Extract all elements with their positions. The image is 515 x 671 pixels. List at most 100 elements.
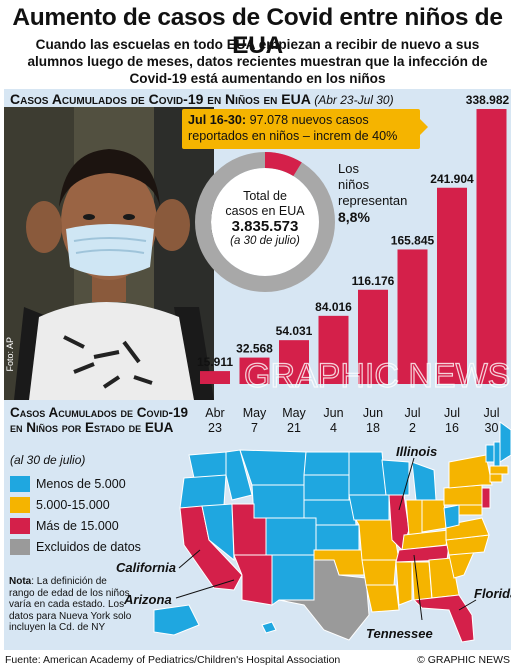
bar-value-label-7: 338.982 <box>466 93 510 107</box>
map-date: (al 30 de julio) <box>10 453 86 467</box>
page-subtitle: Cuando las escuelas en todo EUA empiezan… <box>27 37 488 86</box>
donut-line2: casos en EUA <box>225 204 305 218</box>
map-title: Casos Acumulados de Covid-19 en Niños po… <box>10 405 189 435</box>
bar-value-label-1: 32.568 <box>236 342 273 356</box>
kids-label-line3: representan <box>338 193 408 208</box>
callout-arrow <box>420 119 428 135</box>
legend-label-excluded: Excluidos de datos <box>36 539 141 554</box>
label-california: California <box>116 560 176 575</box>
legend-item-low: Menos de 5.000 <box>10 473 141 494</box>
bar-value-label-5: 165.845 <box>391 233 435 247</box>
state-iowa <box>348 494 390 521</box>
state-wyoming <box>251 484 305 519</box>
state-new-jersey <box>481 487 491 509</box>
footer: Fuente: American Academy of Pediatrics/C… <box>5 654 510 666</box>
donut-line1: Total de <box>243 189 287 203</box>
state-massachusetts <box>489 465 509 475</box>
label-florida: Florida <box>474 586 511 601</box>
state-vermont <box>485 444 495 463</box>
donut-chart: Total de casos en EUA 3.835.573 (a 30 de… <box>194 151 336 293</box>
legend-swatch-high <box>10 517 30 534</box>
legend-swatch-low <box>10 475 30 492</box>
label-illinois: Illinois <box>396 444 438 459</box>
kids-label-pct: 8,8% <box>338 209 370 225</box>
state-maine <box>499 421 511 463</box>
state-minnesota <box>348 451 387 496</box>
donut-hole <box>211 168 319 276</box>
state-connecticut <box>489 473 503 483</box>
bar-6 <box>437 187 467 384</box>
map-note: Nota: La definición de rango de edad de … <box>9 576 134 634</box>
bar-value-label-6: 241.904 <box>430 172 474 186</box>
state-washington <box>188 451 230 479</box>
state-indiana <box>405 499 423 536</box>
state-south-dakota <box>303 474 350 501</box>
bar-chart-panel: Casos Acumulados de Covid-19 en Niños en… <box>4 89 511 400</box>
state-idaho <box>225 449 253 501</box>
callout-bold: Jul 16-30: <box>188 113 247 127</box>
us-map <box>153 421 511 643</box>
legend-item-mid: 5.000-15.000 <box>10 494 141 515</box>
footer-source: Fuente: American Academy of Pediatrics/C… <box>5 654 341 666</box>
bar-2 <box>279 340 309 384</box>
note-bold: Nota <box>9 576 32 587</box>
state-maryland <box>458 504 483 516</box>
state-michigan <box>411 461 437 501</box>
legend-swatch-mid <box>10 496 30 513</box>
child-photo <box>4 107 214 400</box>
donut-total: 3.835.573 <box>231 218 299 235</box>
state-new-hampshire <box>493 441 501 467</box>
map-panel: Casos Acumulados de Covid-19 en Niños po… <box>4 400 511 650</box>
legend-label-low: Menos de 5.000 <box>36 476 126 491</box>
state-hawaii <box>261 621 277 634</box>
bar-value-label-3: 84.016 <box>315 300 352 314</box>
legend-swatch-excluded <box>10 538 30 555</box>
state-kansas <box>315 524 360 551</box>
state-colorado <box>265 517 317 556</box>
legend-label-mid: 5.000-15.000 <box>36 497 110 512</box>
state-louisiana <box>365 584 400 613</box>
bar-value-label-4: 116.176 <box>352 274 395 288</box>
state-ohio <box>421 499 447 533</box>
bar-7 <box>476 109 507 384</box>
label-arizona: Arizona <box>124 592 172 607</box>
kids-share-label: Los niños representan 8,8% <box>338 161 407 225</box>
page-title: Aumento de casos de Covid entre niños de… <box>12 4 503 59</box>
state-alabama <box>411 561 433 601</box>
state-arkansas <box>361 559 397 586</box>
donut-date: (a 30 de julio) <box>230 235 300 247</box>
state-new-mexico <box>271 554 315 606</box>
callout-text: 97.078 nuevos casos reportados en niños … <box>188 113 398 143</box>
kids-label-line2: niños <box>338 177 370 192</box>
callout-box: Jul 16-30: 97.078 nuevos casos reportado… <box>182 109 420 149</box>
state-alaska <box>153 604 200 636</box>
bar-section-title-text: Casos Acumulados de Covid-19 en Niños en… <box>10 91 311 107</box>
bar-value-label-2: 54.031 <box>276 324 313 338</box>
label-tennessee: Tennessee <box>366 626 433 641</box>
state-south-carolina <box>448 551 475 579</box>
bar-section-title: Casos Acumulados de Covid-19 en Niños en… <box>10 91 394 107</box>
legend-item-high: Más de 15.000 <box>10 515 141 536</box>
map-legend: Menos de 5.000 5.000-15.000 Más de 15.00… <box>10 473 141 557</box>
state-texas <box>278 559 370 641</box>
bar-value-label-0: 15.911 <box>197 355 233 369</box>
child-illustration <box>4 107 214 400</box>
donut-text: Total de casos en EUA 3.835.573 (a 30 de… <box>194 189 336 249</box>
note-text: : La definición de rango de edad de los … <box>9 576 132 634</box>
state-north-dakota <box>303 451 350 476</box>
donut-ring <box>195 152 335 292</box>
bar-3 <box>318 315 349 384</box>
state-wisconsin <box>381 459 410 496</box>
state-west-virginia <box>443 504 460 529</box>
footer-brand: © GRAPHIC NEWS <box>417 654 510 666</box>
state-florida <box>412 594 475 643</box>
bar-5 <box>397 249 428 384</box>
legend-item-excluded: Excluidos de datos <box>10 536 141 557</box>
state-nevada <box>201 503 235 562</box>
bar-4 <box>358 289 388 384</box>
donut-kids-segment <box>264 152 302 177</box>
state-new-york <box>448 454 493 489</box>
kids-label-line1: Los <box>338 161 359 176</box>
bar-0 <box>200 371 230 384</box>
